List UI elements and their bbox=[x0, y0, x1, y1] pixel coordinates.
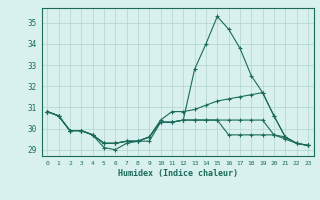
X-axis label: Humidex (Indice chaleur): Humidex (Indice chaleur) bbox=[118, 169, 237, 178]
